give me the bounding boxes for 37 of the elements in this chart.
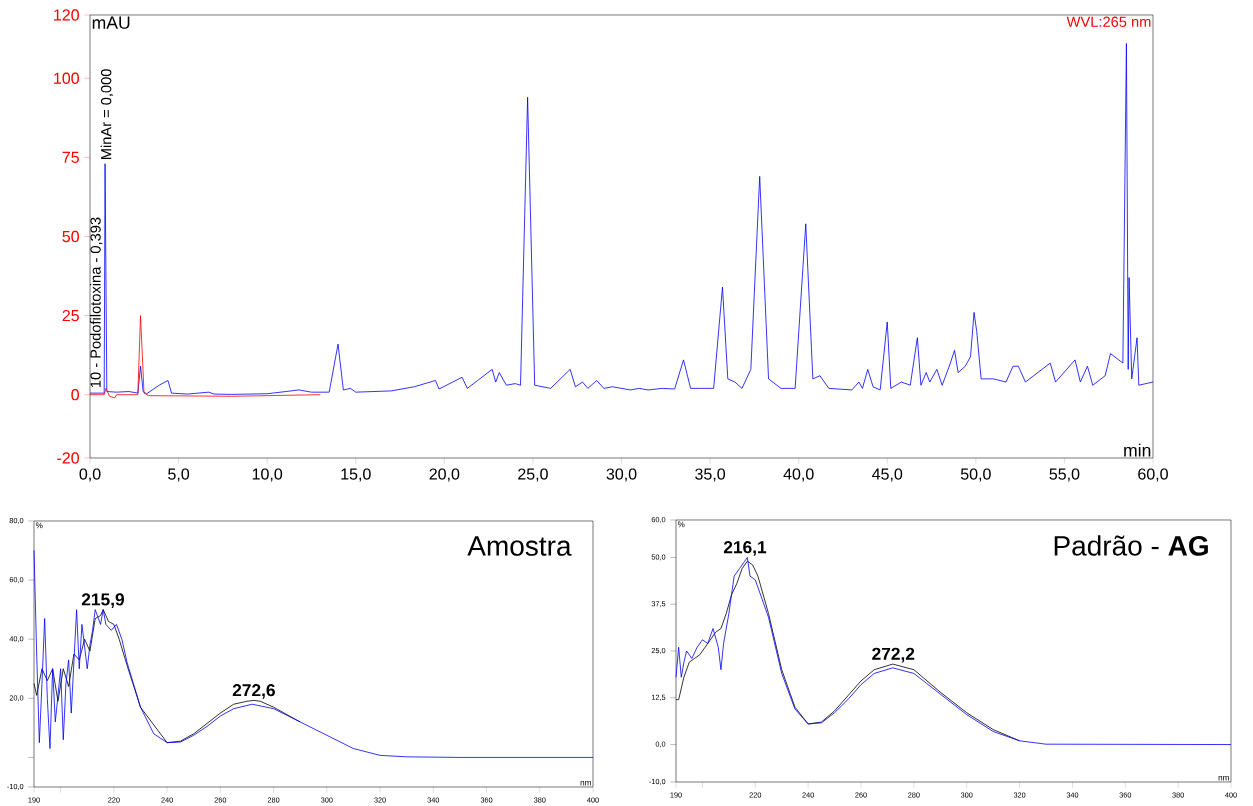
x-tick-label: 50,0 bbox=[960, 468, 991, 482]
y-tick-label: 120 bbox=[54, 9, 79, 21]
annotation: WVL:265 nm bbox=[1066, 16, 1151, 27]
annotation: 272,6 bbox=[232, 684, 275, 699]
y-tick-label: 100 bbox=[54, 72, 79, 84]
annotation: 272,2 bbox=[872, 647, 915, 663]
y-axis-title: mAU bbox=[92, 16, 130, 29]
x-tick-label: 10,0 bbox=[252, 468, 283, 482]
chart-title: Padrão - AG bbox=[1054, 535, 1208, 556]
x-tick-label: 35,0 bbox=[695, 468, 726, 482]
x-tick-label: 30,0 bbox=[606, 468, 637, 482]
x-tick-label: 60,0 bbox=[1138, 468, 1168, 482]
line-series bbox=[89, 43, 1154, 395]
y-tick-label: 50 bbox=[62, 230, 79, 243]
x-axis-title: min bbox=[1124, 443, 1151, 457]
x-axis-title: nm bbox=[580, 781, 591, 786]
y-tick-label: -20 bbox=[57, 452, 79, 464]
x-tick-label: 5,0 bbox=[168, 468, 190, 482]
x-tick-label: 40,0 bbox=[783, 468, 814, 482]
x-axis-title: nm bbox=[1218, 776, 1229, 781]
annotation: 215,9 bbox=[81, 593, 124, 609]
annotation: 216,1 bbox=[723, 541, 767, 556]
y-tick-label: 25 bbox=[62, 309, 79, 322]
y-tick-label: 75 bbox=[62, 151, 79, 163]
x-tick-label: 15,0 bbox=[341, 468, 371, 482]
y-axis-title: % bbox=[677, 521, 685, 528]
chart-title: Amostra bbox=[467, 536, 572, 556]
y-axis-title: % bbox=[35, 522, 43, 529]
x-tick-label: 0,0 bbox=[79, 468, 101, 482]
x-tick-label: 55,0 bbox=[1049, 468, 1080, 482]
line-series bbox=[675, 557, 1232, 745]
x-tick-label: 45,0 bbox=[872, 468, 903, 482]
annotation: 10 - Podofilotoxina - 0,393 bbox=[89, 217, 103, 387]
y-tick-label: 0 bbox=[71, 389, 79, 401]
x-tick-label: 20,0 bbox=[429, 468, 460, 482]
x-tick-label: 25,0 bbox=[518, 468, 548, 482]
annotation: MinAr = 0,000 bbox=[100, 69, 114, 160]
